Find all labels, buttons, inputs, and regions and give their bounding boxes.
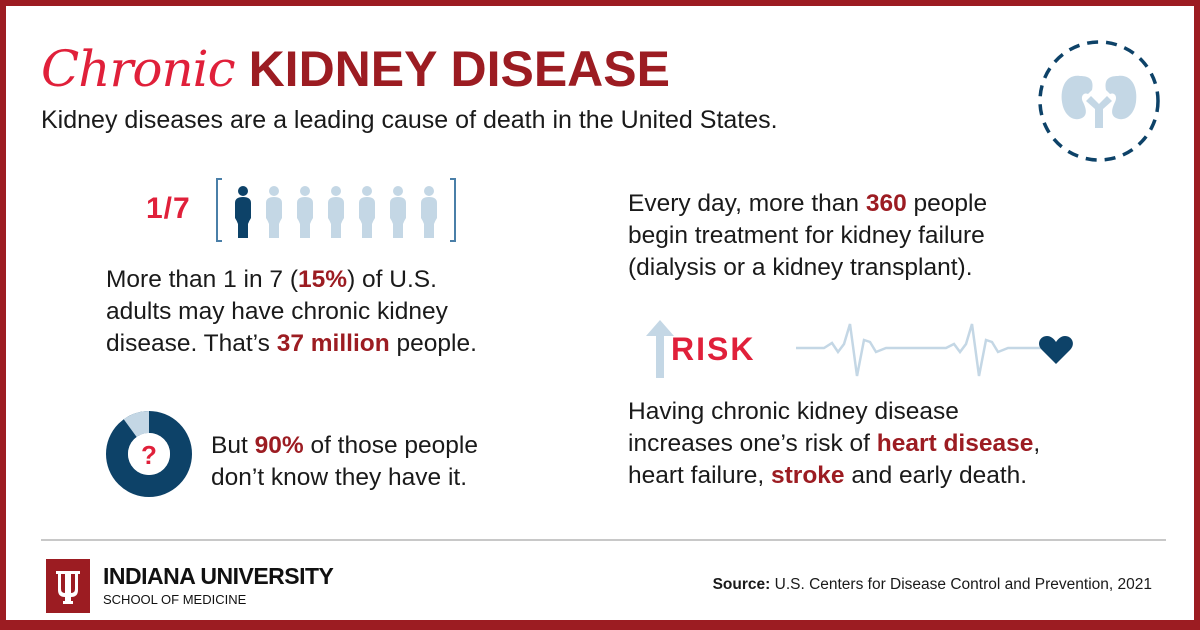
- org-name: INDIANA UNIVERSITY: [103, 563, 334, 589]
- subtitle: Kidney diseases are a leading cause of d…: [41, 106, 778, 134]
- source-citation: Source: U.S. Centers for Disease Control…: [713, 576, 1152, 594]
- footer-divider: [41, 539, 1166, 541]
- highlight-90-percent: 90%: [254, 432, 304, 459]
- highlight-15-percent: 15%: [298, 266, 348, 293]
- highlight-37-million: 37 million: [276, 330, 390, 357]
- heartbeat-line-icon: [796, 323, 1041, 377]
- title-caps-words: KIDNEY DISEASE: [248, 41, 670, 97]
- people-pictogram: [216, 178, 456, 242]
- risk-graphic: [646, 320, 1073, 378]
- stat-90-percent-text: But 90% of those people don’t know they …: [211, 432, 478, 491]
- stat-risk-text: Having chronic kidney disease increases …: [628, 398, 1041, 489]
- arrow-up-icon: [646, 320, 674, 378]
- iu-trident-logo: [46, 559, 90, 613]
- title-script-word: Chronic: [41, 40, 236, 98]
- highlight-heart-disease: heart disease: [876, 430, 1034, 457]
- svg-text:?: ?: [141, 440, 157, 470]
- page-title: Chronic KIDNEY DISEASE: [41, 41, 670, 97]
- risk-label: RISK: [671, 331, 756, 367]
- stat-360-text: Every day, more than 360 people begin tr…: [628, 190, 988, 281]
- person-icon: [266, 186, 437, 238]
- highlight-360: 360: [865, 190, 907, 217]
- source-label: Source:: [712, 576, 771, 593]
- stat-15-percent-text: More than 1 in 7 (15%) of U.S. adults ma…: [106, 266, 477, 357]
- heart-icon: [1039, 336, 1073, 364]
- kidney-icon: [1038, 40, 1160, 162]
- fraction-label: 1/7: [146, 192, 191, 225]
- question-donut-icon: ?: [106, 411, 192, 497]
- highlight-stroke: stroke: [771, 462, 845, 489]
- source-text: U.S. Centers for Disease Control and Pre…: [770, 576, 1152, 593]
- person-icon: [235, 186, 251, 238]
- org-subname: SCHOOL OF MEDICINE: [103, 592, 247, 607]
